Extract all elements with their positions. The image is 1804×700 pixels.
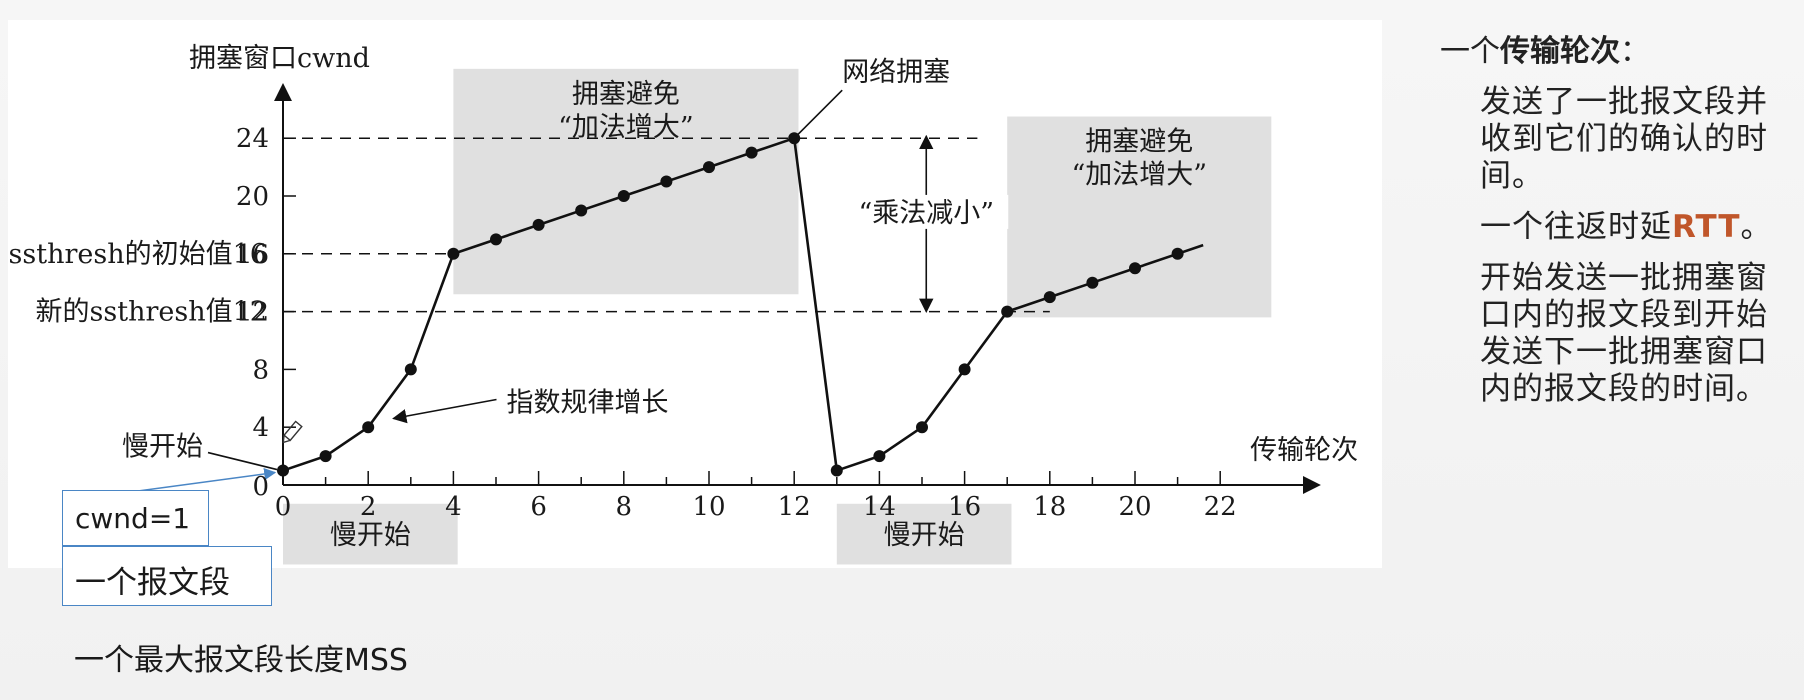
cwnd-data-point xyxy=(490,233,502,246)
region-label: 慢开始 xyxy=(884,520,965,551)
x-axis-title: 传输轮次 xyxy=(1250,435,1358,466)
y-zero-label: 0 xyxy=(252,472,269,502)
pencil-tip xyxy=(282,435,291,444)
region-label: 拥塞避免 xyxy=(572,79,680,110)
x-tick-label: 16 xyxy=(948,492,981,522)
cwnd-series-line xyxy=(282,136,1179,473)
region-label: “加法增大” xyxy=(558,112,694,143)
cwnd-data-point xyxy=(532,218,545,231)
cwnd-data-point xyxy=(1001,305,1014,318)
note-definition-2: 一个往返时延RTT。 xyxy=(1440,209,1780,246)
x-tick-label: 22 xyxy=(1204,492,1237,522)
congestion-label: 网络拥塞 xyxy=(842,57,950,88)
cwnd-data-point xyxy=(319,450,332,463)
phase-region xyxy=(453,68,799,295)
note-rtt-suffix: 。 xyxy=(1740,209,1773,245)
note-rtt-prefix: 一个往返时延 xyxy=(1480,209,1672,245)
cwnd-data-point xyxy=(830,464,843,477)
phase-region xyxy=(836,503,1012,565)
region-label: “加法增大” xyxy=(1071,160,1207,191)
cwnd-data-point xyxy=(958,363,971,376)
region-label: 拥塞避免 xyxy=(1085,127,1193,158)
x-tick-label: 6 xyxy=(530,492,547,522)
notes-panel: 一个传输轮次： 发送了一批报文段并收到它们的确认的时间。 一个往返时延RTT。 … xyxy=(1440,26,1780,422)
y-tick-label: 12 xyxy=(236,298,269,328)
cwnd-data-point xyxy=(575,204,588,217)
slow-start-label: 慢开始 xyxy=(122,432,203,463)
notes-heading: 一个传输轮次： xyxy=(1440,26,1780,70)
cwnd-data-point xyxy=(404,363,417,376)
notes-heading-colon: ： xyxy=(1620,34,1650,69)
note-rtt-term: RTT xyxy=(1672,209,1741,245)
x-tick-label: 8 xyxy=(616,492,633,522)
cwnd-data-point xyxy=(703,161,715,174)
segment-callout: 一个报文段 xyxy=(62,546,272,606)
x-tick-label: 12 xyxy=(778,492,811,522)
x-tick-label: 20 xyxy=(1118,492,1151,522)
x-tick-label: 10 xyxy=(692,492,725,522)
cwnd-data-point xyxy=(916,421,928,434)
y-tick-label: 4 xyxy=(252,413,269,443)
x-tick-label: 18 xyxy=(1033,492,1066,522)
exponential-label: 指数规律增长 xyxy=(507,388,669,419)
cwnd-data-point xyxy=(873,450,886,463)
x-tick-label: 4 xyxy=(445,492,462,522)
y-tick-label: 20 xyxy=(236,182,269,212)
mss-caption: 一个最大报文段长度MSS xyxy=(74,643,408,678)
reference-label: 新的ssthresh值12 xyxy=(36,297,267,328)
cwnd-data-point xyxy=(660,175,673,188)
cwnd-data-point xyxy=(447,247,460,260)
phase-region xyxy=(1007,116,1272,318)
multiplicative-decrease-label: “乘法减小” xyxy=(858,198,994,229)
reference-label: ssthresh的初始值16 xyxy=(9,239,267,270)
exponential-arrow xyxy=(392,398,497,424)
y-axis-title: 拥塞窗口cwnd xyxy=(189,43,370,74)
notes-heading-prefix: 一个 xyxy=(1440,34,1500,69)
pencil-body xyxy=(283,420,303,442)
cwnd-data-point xyxy=(1043,291,1056,304)
notes-heading-term: 传输轮次 xyxy=(1500,34,1620,69)
note-definition-3: 开始发送一批拥塞窗口内的报文段到开始发送下一批拥塞窗口内的报文段的时间。 xyxy=(1480,260,1768,407)
y-tick-label: 16 xyxy=(236,240,269,270)
cwnd-data-point xyxy=(1171,247,1184,260)
congestion-leader xyxy=(795,89,843,137)
pencil-icon xyxy=(282,420,303,444)
note-definition-1: 发送了一批报文段并收到它们的确认的时间。 xyxy=(1480,84,1768,194)
cwnd-data-point xyxy=(745,146,758,159)
x-tick-label: 0 xyxy=(275,492,292,522)
slow-start-leader xyxy=(207,451,278,471)
cwnd-data-point xyxy=(1129,262,1141,275)
cwnd-data-point xyxy=(1086,276,1099,289)
cwnd-data-point xyxy=(362,421,375,434)
cwnd-callout: cwnd=1 xyxy=(62,490,209,546)
cwnd-data-point xyxy=(617,190,630,202)
x-tick-label: 2 xyxy=(360,492,377,522)
multiplicative-label-bg xyxy=(844,194,1009,229)
phase-region xyxy=(283,503,458,565)
y-tick-label: 24 xyxy=(236,124,269,154)
region-label: 慢开始 xyxy=(330,520,411,551)
cwnd-data-point xyxy=(277,464,289,477)
cwnd-callout-pointer xyxy=(137,468,277,492)
y-tick-label: 8 xyxy=(252,355,269,385)
x-tick-label: 14 xyxy=(863,492,896,522)
